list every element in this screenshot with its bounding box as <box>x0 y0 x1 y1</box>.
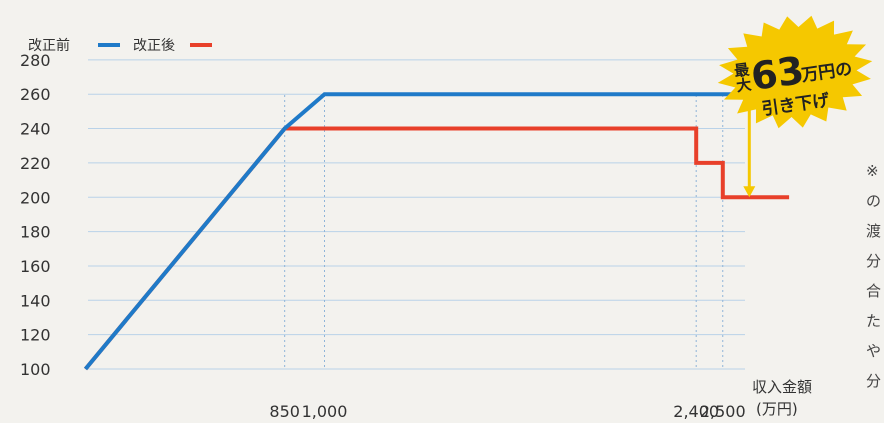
badge-max-label: 最 大 <box>733 60 758 95</box>
series-line-before <box>83 92 790 371</box>
arrow-head-bottom <box>743 186 756 198</box>
y-axis-ticks: 100 120 140 160 180 200 220 240 260 280 <box>20 51 51 379</box>
side-text-char: や <box>866 342 881 360</box>
badge-number: 63 <box>748 48 806 99</box>
side-text-char: の <box>866 192 881 210</box>
grid-lines <box>88 59 745 370</box>
legend-label-after: 改正後 <box>133 38 175 54</box>
y-tick-label: 140 <box>20 291 51 310</box>
x-axis-title: 収入金額 (万円) <box>752 378 812 418</box>
starburst-shape <box>717 15 873 129</box>
side-text-char: 渡 <box>866 222 881 240</box>
x-tick-label: 2,500 <box>700 402 746 421</box>
y-tick-label: 200 <box>20 188 51 207</box>
side-text-char: 合 <box>866 282 881 300</box>
x-tick-label: 1,000 <box>302 402 348 421</box>
x-tick-label: 850 <box>269 402 300 421</box>
side-text-char: 分 <box>866 372 881 390</box>
y-tick-label: 260 <box>20 85 51 104</box>
legend: 改正前 改正後 <box>28 37 212 54</box>
series-line-after <box>83 126 790 371</box>
series-lines <box>83 92 790 371</box>
side-text-char: ※ <box>866 162 879 180</box>
y-tick-label: 220 <box>20 154 51 173</box>
x-tick-label: 2,400 <box>673 402 719 421</box>
x-reference-lines <box>284 94 724 367</box>
y-tick-label: 280 <box>20 51 51 70</box>
y-tick-label: 180 <box>20 223 51 242</box>
side-text-char: 分 <box>866 252 881 270</box>
reduction-badge: 最 大 63 万円の 引き下げ <box>717 15 873 129</box>
y-tick-label: 160 <box>20 257 51 276</box>
x-axis-title-line2: (万円) <box>756 400 798 418</box>
y-tick-label: 120 <box>20 326 51 345</box>
legend-label-before: 改正前 <box>28 37 70 54</box>
y-tick-label: 240 <box>20 120 51 139</box>
side-text-char: た <box>866 312 881 330</box>
y-tick-label: 100 <box>20 360 51 379</box>
x-axis-title-line1: 収入金額 <box>752 378 812 396</box>
